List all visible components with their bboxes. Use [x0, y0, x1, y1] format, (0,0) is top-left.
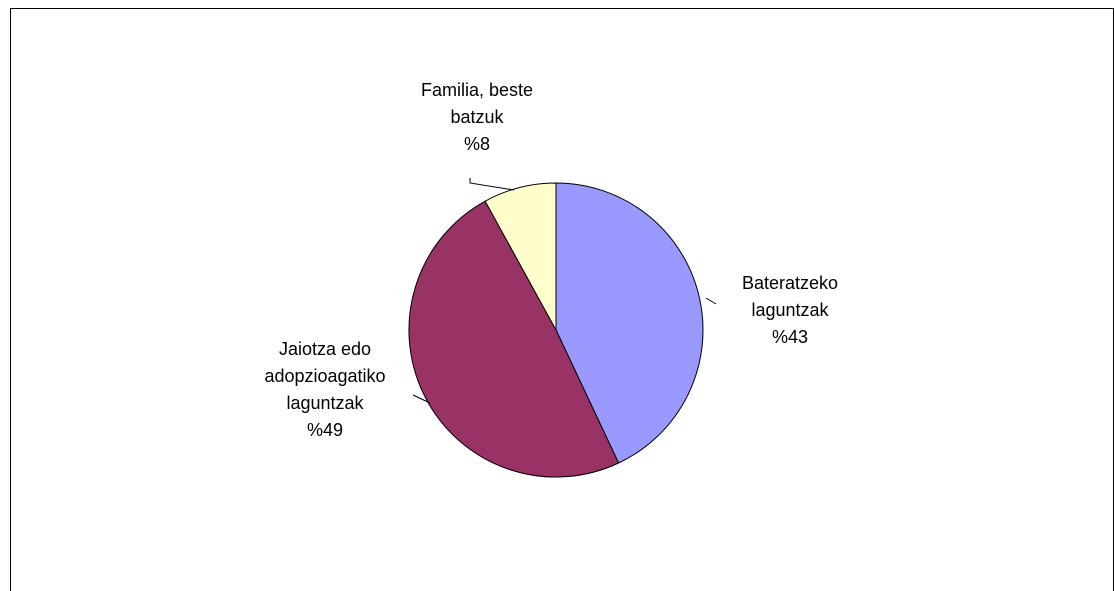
pie-slice-3	[484, 182, 557, 331]
slice-name-line: adopzioagatiko	[264, 366, 385, 386]
pie-slice-2	[408, 200, 620, 478]
leader-line-1	[705, 297, 717, 305]
slice-label-3: Familia, beste batzuk %8	[421, 80, 533, 154]
slice-percent-label: %8	[464, 134, 490, 154]
leader-line-3	[469, 178, 515, 191]
slice-name-line: Jaiotza edo	[279, 339, 371, 359]
slice-name-line: Bateratzeko	[742, 273, 838, 293]
pie-slice-1	[555, 182, 704, 464]
slice-name-line: laguntzak	[751, 300, 829, 320]
slice-label-1: Bateratzeko laguntzak %43	[742, 273, 838, 347]
slice-percent-label: %49	[307, 420, 343, 440]
slice-percent-label: %43	[772, 327, 808, 347]
slice-name-line: batzuk	[450, 107, 504, 127]
slice-name-line: laguntzak	[286, 393, 364, 413]
slice-label-2: Jaiotza edo adopzioagatiko laguntzak %49	[264, 339, 385, 440]
leader-line-2	[412, 394, 431, 404]
slice-name-line: Familia, beste	[421, 80, 533, 100]
